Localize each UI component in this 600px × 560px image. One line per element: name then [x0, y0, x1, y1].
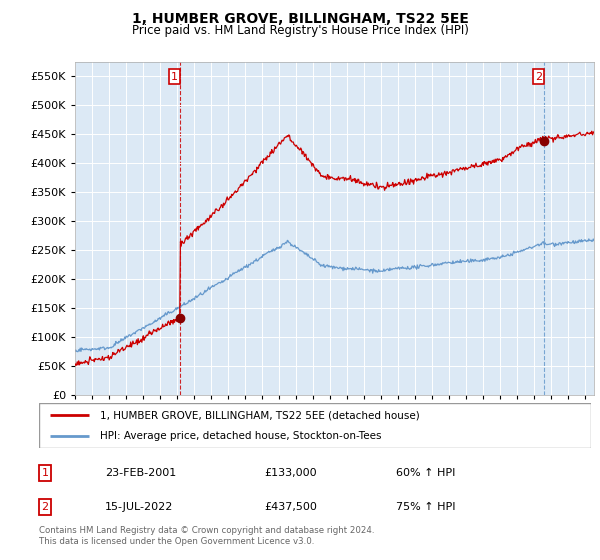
Text: 15-JUL-2022: 15-JUL-2022: [105, 502, 173, 512]
Text: HPI: Average price, detached house, Stockton-on-Tees: HPI: Average price, detached house, Stoc…: [100, 431, 381, 441]
Text: 1: 1: [41, 468, 49, 478]
Text: 23-FEB-2001: 23-FEB-2001: [105, 468, 176, 478]
Text: 1: 1: [171, 72, 178, 82]
Text: 2: 2: [535, 72, 542, 82]
FancyBboxPatch shape: [39, 403, 591, 448]
Text: £133,000: £133,000: [264, 468, 317, 478]
Text: 1, HUMBER GROVE, BILLINGHAM, TS22 5EE: 1, HUMBER GROVE, BILLINGHAM, TS22 5EE: [131, 12, 469, 26]
Text: 60% ↑ HPI: 60% ↑ HPI: [396, 468, 455, 478]
Text: £437,500: £437,500: [264, 502, 317, 512]
Text: Price paid vs. HM Land Registry's House Price Index (HPI): Price paid vs. HM Land Registry's House …: [131, 24, 469, 36]
Text: 1, HUMBER GROVE, BILLINGHAM, TS22 5EE (detached house): 1, HUMBER GROVE, BILLINGHAM, TS22 5EE (d…: [100, 410, 419, 421]
Text: Contains HM Land Registry data © Crown copyright and database right 2024.
This d: Contains HM Land Registry data © Crown c…: [39, 526, 374, 546]
Text: 2: 2: [41, 502, 49, 512]
Text: 75% ↑ HPI: 75% ↑ HPI: [396, 502, 455, 512]
